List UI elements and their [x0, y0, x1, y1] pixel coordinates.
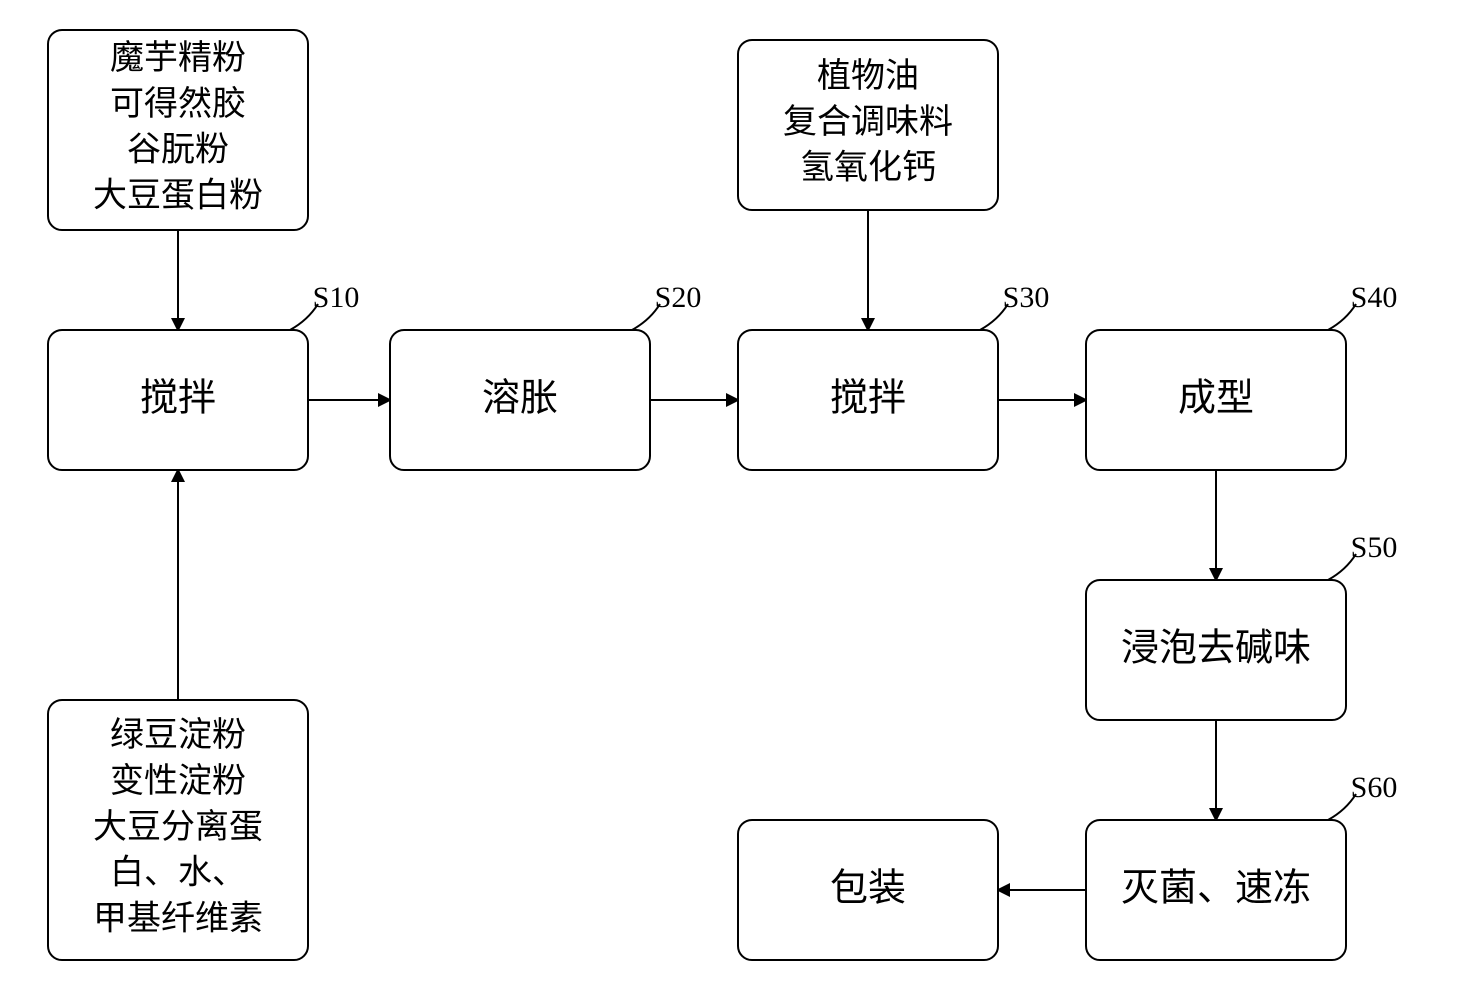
node-s50-label: 浸泡去碱味 — [1121, 628, 1311, 670]
node-in3: 植物油复合调味料氢氧化钙 — [738, 40, 998, 210]
node-in3-line: 植物油 — [817, 57, 919, 95]
node-s40: 成型 S40 — [1086, 281, 1397, 470]
node-in2-line: 绿豆淀粉 — [110, 716, 246, 754]
step-label-S40: S40 — [1351, 281, 1398, 314]
step-label-S30: S30 — [1003, 281, 1050, 314]
node-in1-line: 魔芋精粉 — [110, 39, 246, 77]
node-s20: 溶胀 S20 — [390, 281, 701, 470]
node-in2-line: 白、水、 — [110, 854, 246, 892]
step-label-S10: S10 — [313, 281, 360, 314]
node-pkg-label: 包装 — [830, 868, 906, 910]
node-in3-line: 氢氧化钙 — [800, 149, 936, 187]
node-in1-line: 谷朊粉 — [127, 131, 229, 169]
node-s10-label: 搅拌 — [140, 378, 216, 420]
step-label-S50: S50 — [1351, 531, 1398, 564]
flowchart-canvas: 魔芋精粉可得然胶谷朊粉大豆蛋白粉绿豆淀粉变性淀粉大豆分离蛋白、水、甲基纤维素 植物… — [0, 0, 1472, 1000]
step-label-S20: S20 — [655, 281, 702, 314]
nodes-layer: 魔芋精粉可得然胶谷朊粉大豆蛋白粉绿豆淀粉变性淀粉大豆分离蛋白、水、甲基纤维素 植物… — [48, 30, 1397, 960]
node-pkg: 包装 — [738, 820, 998, 960]
node-in1: 魔芋精粉可得然胶谷朊粉大豆蛋白粉 — [48, 30, 308, 230]
node-in1-line: 可得然胶 — [110, 85, 246, 123]
node-s10: 搅拌 S10 — [48, 281, 359, 470]
node-s30: 搅拌 S30 — [738, 281, 1049, 470]
node-in2: 绿豆淀粉变性淀粉大豆分离蛋白、水、甲基纤维素 — [48, 700, 308, 960]
node-in1-line: 大豆蛋白粉 — [93, 177, 263, 215]
node-in3-line: 复合调味料 — [783, 103, 953, 141]
node-in2-line: 甲基纤维素 — [93, 900, 263, 938]
node-s30-label: 搅拌 — [830, 378, 906, 420]
node-in2-line: 大豆分离蛋 — [93, 808, 263, 846]
node-s50: 浸泡去碱味 S50 — [1086, 531, 1397, 720]
node-in2-line: 变性淀粉 — [110, 762, 246, 800]
node-s60: 灭菌、速冻 S60 — [1086, 771, 1397, 960]
node-s20-label: 溶胀 — [482, 378, 558, 420]
node-s40-label: 成型 — [1178, 378, 1254, 420]
node-s60-label: 灭菌、速冻 — [1121, 868, 1311, 910]
step-label-S60: S60 — [1351, 771, 1398, 804]
